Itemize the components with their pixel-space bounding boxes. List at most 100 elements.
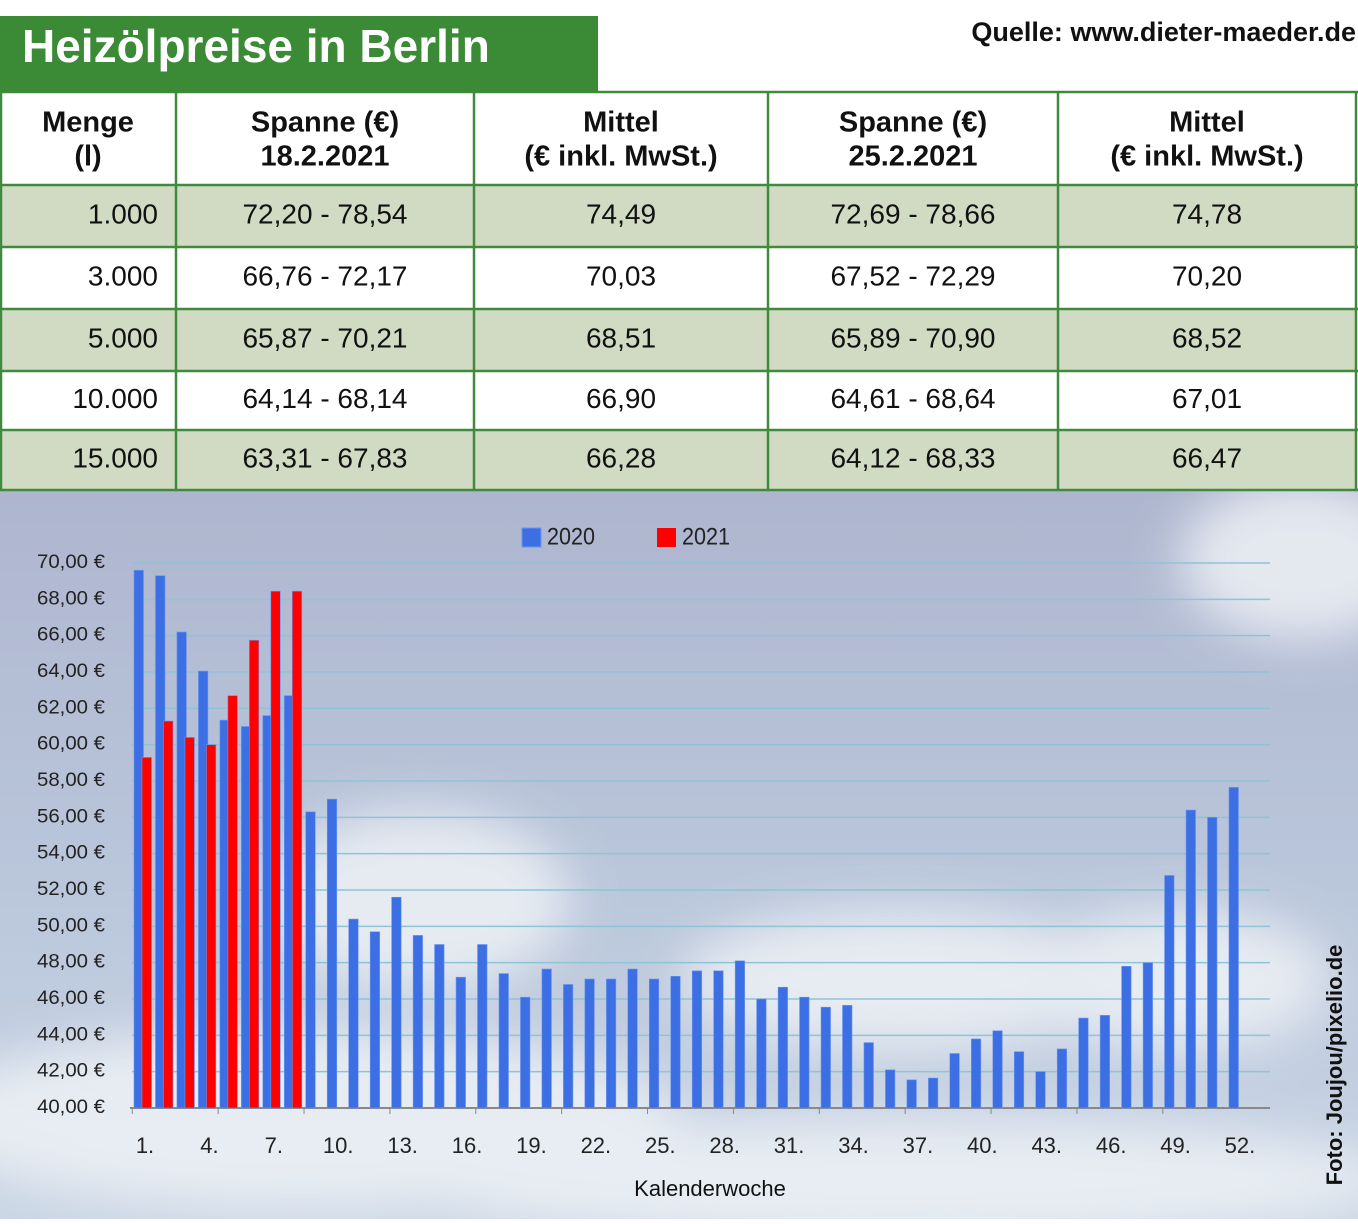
cell: 3.000 [88, 260, 158, 291]
cell: 64,14 - 68,14 [242, 383, 407, 414]
y-tick-label: 54,00 € [37, 843, 105, 864]
bar [584, 978, 595, 1109]
bar [691, 970, 703, 1109]
bar [606, 978, 617, 1109]
bar [1185, 809, 1196, 1109]
row-bg [0, 430, 1356, 490]
legend-swatch [657, 528, 676, 547]
y-tick-label: 64,00 € [37, 661, 105, 682]
bar [1099, 1015, 1110, 1109]
bar [477, 944, 488, 1109]
bar [1228, 787, 1239, 1109]
cell: 66,90 [586, 383, 656, 414]
cell: 70,03 [586, 260, 656, 291]
header-cell: (€ inkl. MwSt.) [1110, 141, 1303, 173]
cell: 10.000 [72, 383, 158, 414]
bar [648, 978, 660, 1109]
x-tick-label: 46. [1096, 1133, 1127, 1158]
bar [249, 639, 260, 1109]
x-tick-label: 52. [1225, 1133, 1256, 1158]
bar [906, 1079, 917, 1109]
header-cell: Mittel [583, 107, 659, 139]
bar [756, 998, 767, 1109]
cell: 74,49 [586, 198, 656, 229]
bar [455, 976, 466, 1109]
header-cell: 25.2.2021 [848, 141, 977, 173]
y-tick-label: 58,00 € [37, 770, 105, 791]
y-tick-label: 68,00 € [37, 588, 105, 609]
cell: 67,52 - 72,29 [830, 260, 995, 291]
bar [885, 1069, 896, 1109]
cell: 68,52 [1172, 322, 1242, 353]
bar [1035, 1071, 1046, 1109]
cell: 63,31 - 67,83 [242, 442, 407, 473]
bar [1164, 875, 1175, 1109]
legend-label: 2020 [547, 523, 595, 550]
photo-credit: Foto: Joujou/pixelio.de [1322, 945, 1347, 1186]
header-cell: Spanne (€) [839, 107, 987, 139]
bar [992, 1030, 1003, 1109]
bar [541, 968, 552, 1109]
header-cell: Menge [42, 107, 134, 139]
x-tick-label: 28. [709, 1133, 740, 1158]
x-tick-label: 31. [774, 1133, 805, 1158]
bar [563, 984, 574, 1109]
cell: 64,12 - 68,33 [830, 442, 995, 473]
title-box [0, 16, 598, 92]
y-tick-label: 56,00 € [37, 806, 105, 827]
cell: 67,01 [1172, 383, 1242, 414]
bar [326, 798, 338, 1109]
x-tick-label: 40. [967, 1133, 998, 1158]
bar [820, 1006, 831, 1109]
bar [412, 935, 423, 1109]
cell: 72,69 - 78,66 [830, 198, 995, 229]
bar [291, 590, 303, 1109]
bar [928, 1077, 939, 1109]
legend-swatch [521, 527, 542, 548]
header-cell: (€ inkl. MwSt.) [524, 141, 717, 173]
cell: 65,89 - 70,90 [830, 322, 995, 353]
bar [1121, 965, 1132, 1109]
x-tick-label: 43. [1031, 1133, 1062, 1158]
bar [1013, 1051, 1025, 1109]
bar [391, 896, 402, 1109]
bar [163, 720, 174, 1109]
x-tick-label: 19. [516, 1133, 547, 1158]
bar [842, 1005, 853, 1109]
y-tick-label: 62,00 € [37, 697, 105, 718]
y-tick-label: 66,00 € [37, 625, 105, 646]
title: Heizölpreise in Berlin [22, 20, 490, 72]
y-tick-label: 42,00 € [37, 1061, 105, 1082]
header-cell: 18.2.2021 [260, 141, 389, 173]
bar [863, 1042, 874, 1109]
bar [270, 590, 281, 1109]
bar [498, 973, 509, 1109]
x-tick-label: 10. [323, 1133, 354, 1158]
bar [777, 986, 788, 1109]
y-tick-label: 44,00 € [37, 1024, 105, 1045]
bar [520, 996, 531, 1109]
header-cell: (l) [74, 141, 101, 173]
legend-label: 2021 [682, 523, 730, 550]
source: Quelle: www.dieter-maeder.de [971, 17, 1356, 47]
cell: 66,47 [1172, 442, 1242, 473]
bar [227, 695, 238, 1109]
bar [1207, 817, 1218, 1109]
x-tick-label: 22. [581, 1133, 612, 1158]
cell: 70,20 [1172, 260, 1242, 291]
cell: 1.000 [88, 198, 158, 229]
y-tick-label: 60,00 € [37, 734, 105, 755]
y-tick-label: 48,00 € [37, 952, 105, 973]
x-tick-label: 7. [265, 1133, 283, 1158]
cell: 68,51 [586, 322, 656, 353]
cell: 74,78 [1172, 198, 1242, 229]
bar [434, 944, 445, 1109]
x-tick-label: 13. [387, 1133, 418, 1158]
bar [369, 931, 380, 1109]
header-cell: Spanne (€) [251, 107, 399, 139]
bar [1056, 1048, 1068, 1109]
cell: 72,20 - 78,54 [242, 198, 407, 229]
cell: 64,61 - 68,64 [830, 383, 995, 414]
bar [1078, 1017, 1089, 1109]
